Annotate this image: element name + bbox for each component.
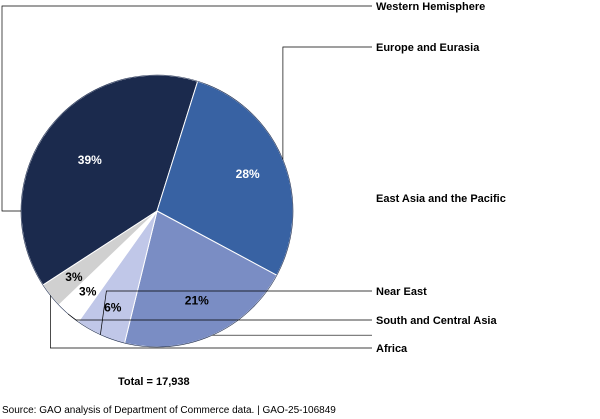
leader-lines: [1, 5, 372, 349]
leader-line-africa: [50, 295, 372, 349]
category-label-western-hemisphere: Western Hemisphere: [376, 1, 485, 13]
value-label-africa: 3%: [65, 270, 83, 284]
total-label: Total = 17,938: [118, 376, 190, 388]
value-label-east-asia-and-the-pacific: 21%: [185, 294, 209, 308]
leader-line-western-hemisphere: [1, 5, 372, 212]
value-label-europe-and-eurasia: 28%: [236, 167, 260, 181]
value-label-near-east: 6%: [104, 301, 122, 315]
slice-value-labels: 39% 28% 21% 6% 3%3%: [65, 153, 260, 315]
source-note: Source: GAO analysis of Department of Co…: [2, 405, 336, 416]
category-label-europe-and-eurasia: Europe and Eurasia: [376, 42, 480, 54]
category-labels: Western Hemisphere Europe and Eurasia East…: [376, 1, 506, 355]
leader-line-south-and-central-asia: [67, 313, 372, 321]
category-label-africa: Africa: [376, 343, 408, 355]
value-label-south-and-central-asia: 3%: [79, 284, 97, 298]
category-label-south-and-central-asia: South and Central Asia: [376, 315, 497, 327]
value-label-western-hemisphere: 39%: [78, 153, 102, 167]
pie-slices: [20, 74, 294, 348]
category-label-near-east: Near East: [376, 286, 427, 298]
category-label-east-asia-and-the-pacific: East Asia and the Pacific: [376, 193, 506, 205]
leader-line-europe-and-eurasia: [282, 46, 372, 160]
